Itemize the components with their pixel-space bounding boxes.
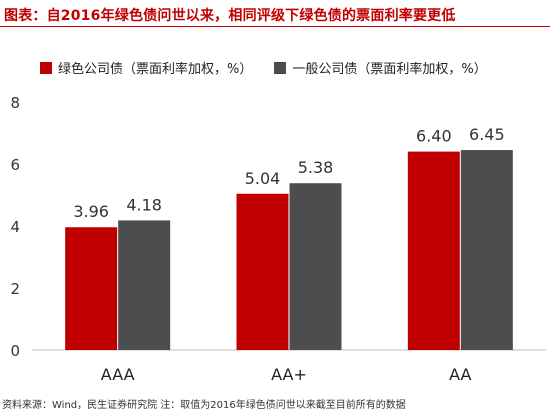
legend-item-green: 绿色公司债（票面利率加权，%） — [40, 58, 252, 77]
bar-AAA-series-0 — [65, 227, 118, 350]
y-tick-label-4: 8 — [10, 94, 20, 112]
y-tick-label-1: 2 — [10, 280, 20, 298]
data-label-AA-series-0: 6.40 — [416, 127, 452, 146]
y-tick-label-0: 0 — [10, 342, 20, 360]
bar-AA+-series-0 — [236, 193, 289, 350]
legend-label-green: 绿色公司债（票面利率加权，%） — [58, 62, 253, 77]
legend-swatch-green — [40, 61, 52, 74]
x-tick-label-1: AA+ — [271, 365, 307, 384]
legend-item-general: 一般公司债（票面利率加权，%） — [274, 58, 487, 77]
x-tick-label-0: AAA — [101, 365, 135, 384]
chart-title: 图表：自2016年绿色债问世以来，相同评级下绿色债的票面利率要更低 — [4, 8, 456, 24]
legend: 绿色公司债（票面利率加权，%） 一般公司债（票面利率加权，%） — [40, 58, 487, 77]
source-note: 资料来源：Wind，民生证券研究院 注：取值为2016年绿色债问世以来截至目前所… — [2, 400, 406, 411]
legend-swatch-general — [274, 61, 287, 74]
bar-AA+-series-1 — [289, 183, 342, 350]
y-tick-label-3: 6 — [10, 156, 20, 174]
data-label-AAA-series-0: 3.96 — [73, 202, 109, 221]
title-rule — [0, 26, 550, 27]
bar-AA-series-1 — [460, 150, 513, 350]
bar-AA-series-0 — [407, 151, 460, 350]
legend-label-general: 一般公司债（票面利率加权，%） — [292, 62, 487, 77]
data-label-AA-series-1: 6.45 — [469, 125, 505, 144]
data-label-AA+-series-0: 5.04 — [245, 169, 281, 188]
data-label-AAA-series-1: 4.18 — [126, 195, 162, 214]
bar-AAA-series-1 — [118, 220, 171, 350]
data-label-AA+-series-1: 5.38 — [298, 158, 334, 177]
x-tick-label-2: AA — [449, 365, 471, 384]
y-tick-label-2: 4 — [10, 218, 20, 236]
